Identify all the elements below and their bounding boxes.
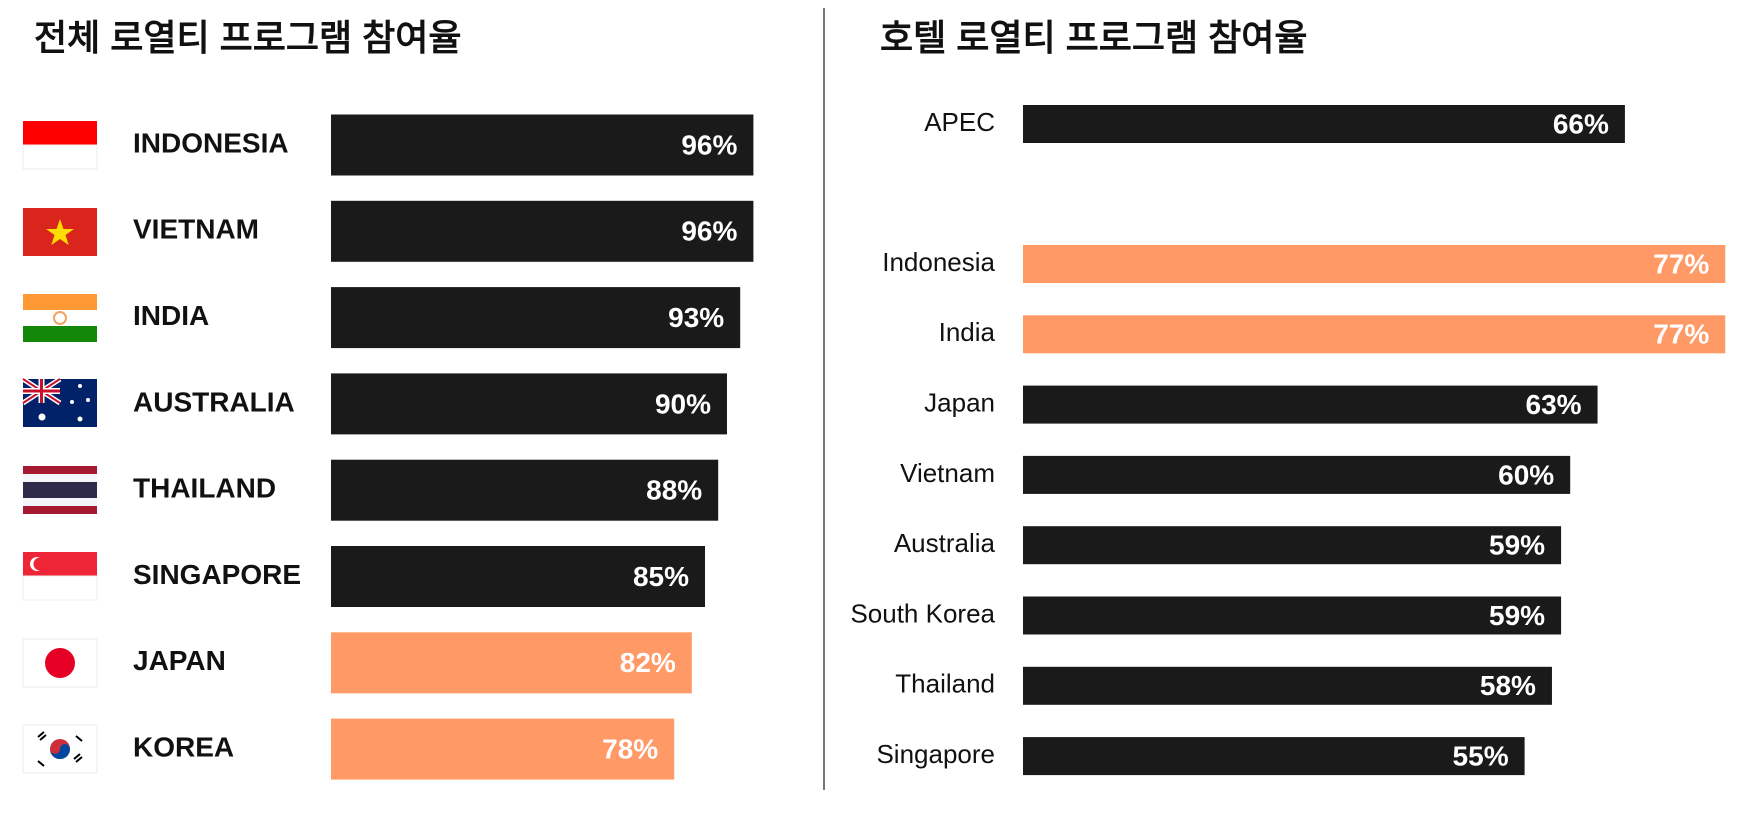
value-label: 93% xyxy=(668,302,724,333)
chart-title: 전체 로열티 프로그램 참여율 xyxy=(34,17,461,58)
flag-thailand xyxy=(23,466,97,514)
value-label: 77% xyxy=(1653,248,1709,279)
value-label: 59% xyxy=(1489,600,1545,631)
flag-korea xyxy=(22,724,98,774)
value-label: 59% xyxy=(1489,530,1545,561)
category-label: JAPAN xyxy=(133,645,226,676)
bar xyxy=(331,632,692,694)
flag-indonesia xyxy=(22,121,98,170)
bar xyxy=(331,114,754,176)
category-label: Singapore xyxy=(876,739,995,769)
value-label: 88% xyxy=(646,475,702,506)
value-label: 82% xyxy=(620,647,676,678)
category-label: APEC xyxy=(924,107,995,137)
value-label: 85% xyxy=(633,561,689,592)
category-label: INDIA xyxy=(133,300,209,331)
value-label: 90% xyxy=(655,388,711,419)
category-label: Vietnam xyxy=(900,458,995,488)
flag-vietnam xyxy=(23,208,97,256)
bar xyxy=(1023,385,1598,424)
category-label: SINGAPORE xyxy=(133,559,301,590)
value-label: 78% xyxy=(602,733,658,764)
bar xyxy=(1023,105,1625,143)
value-label: 96% xyxy=(681,216,737,247)
bar xyxy=(1023,245,1726,283)
flag-japan xyxy=(22,638,98,688)
value-label: 58% xyxy=(1480,670,1536,701)
flag-india xyxy=(23,294,97,342)
category-label: Japan xyxy=(924,387,995,417)
category-label: India xyxy=(939,317,996,347)
bar xyxy=(1023,596,1562,635)
value-label: 60% xyxy=(1498,459,1554,490)
category-label: AUSTRALIA xyxy=(133,386,295,417)
value-label: 63% xyxy=(1526,389,1582,420)
value-label: 55% xyxy=(1453,740,1509,771)
chart-title: 호텔 로열티 프로그램 참여율 xyxy=(880,17,1307,58)
value-label: 96% xyxy=(681,129,737,160)
category-label: South Korea xyxy=(850,598,995,628)
category-label: KOREA xyxy=(133,731,234,762)
category-label: VIETNAM xyxy=(133,214,259,245)
category-label: Indonesia xyxy=(882,247,995,277)
flag-singapore xyxy=(22,552,98,601)
category-label: THAILAND xyxy=(133,473,276,504)
bar xyxy=(331,546,705,607)
flag-australia xyxy=(21,376,97,427)
value-label: 66% xyxy=(1553,108,1609,139)
bar xyxy=(331,373,727,435)
bar xyxy=(1023,526,1562,565)
bar xyxy=(331,200,754,262)
value-label: 77% xyxy=(1653,319,1709,350)
bar xyxy=(331,287,741,349)
bar xyxy=(1023,666,1552,705)
bar xyxy=(331,459,719,521)
bar xyxy=(1023,315,1726,354)
bar xyxy=(1023,455,1571,494)
bar xyxy=(1023,737,1525,776)
bar xyxy=(331,718,675,780)
category-label: INDONESIA xyxy=(133,127,289,158)
category-label: Australia xyxy=(894,528,996,558)
flags xyxy=(21,121,98,774)
category-label: Thailand xyxy=(895,669,995,699)
